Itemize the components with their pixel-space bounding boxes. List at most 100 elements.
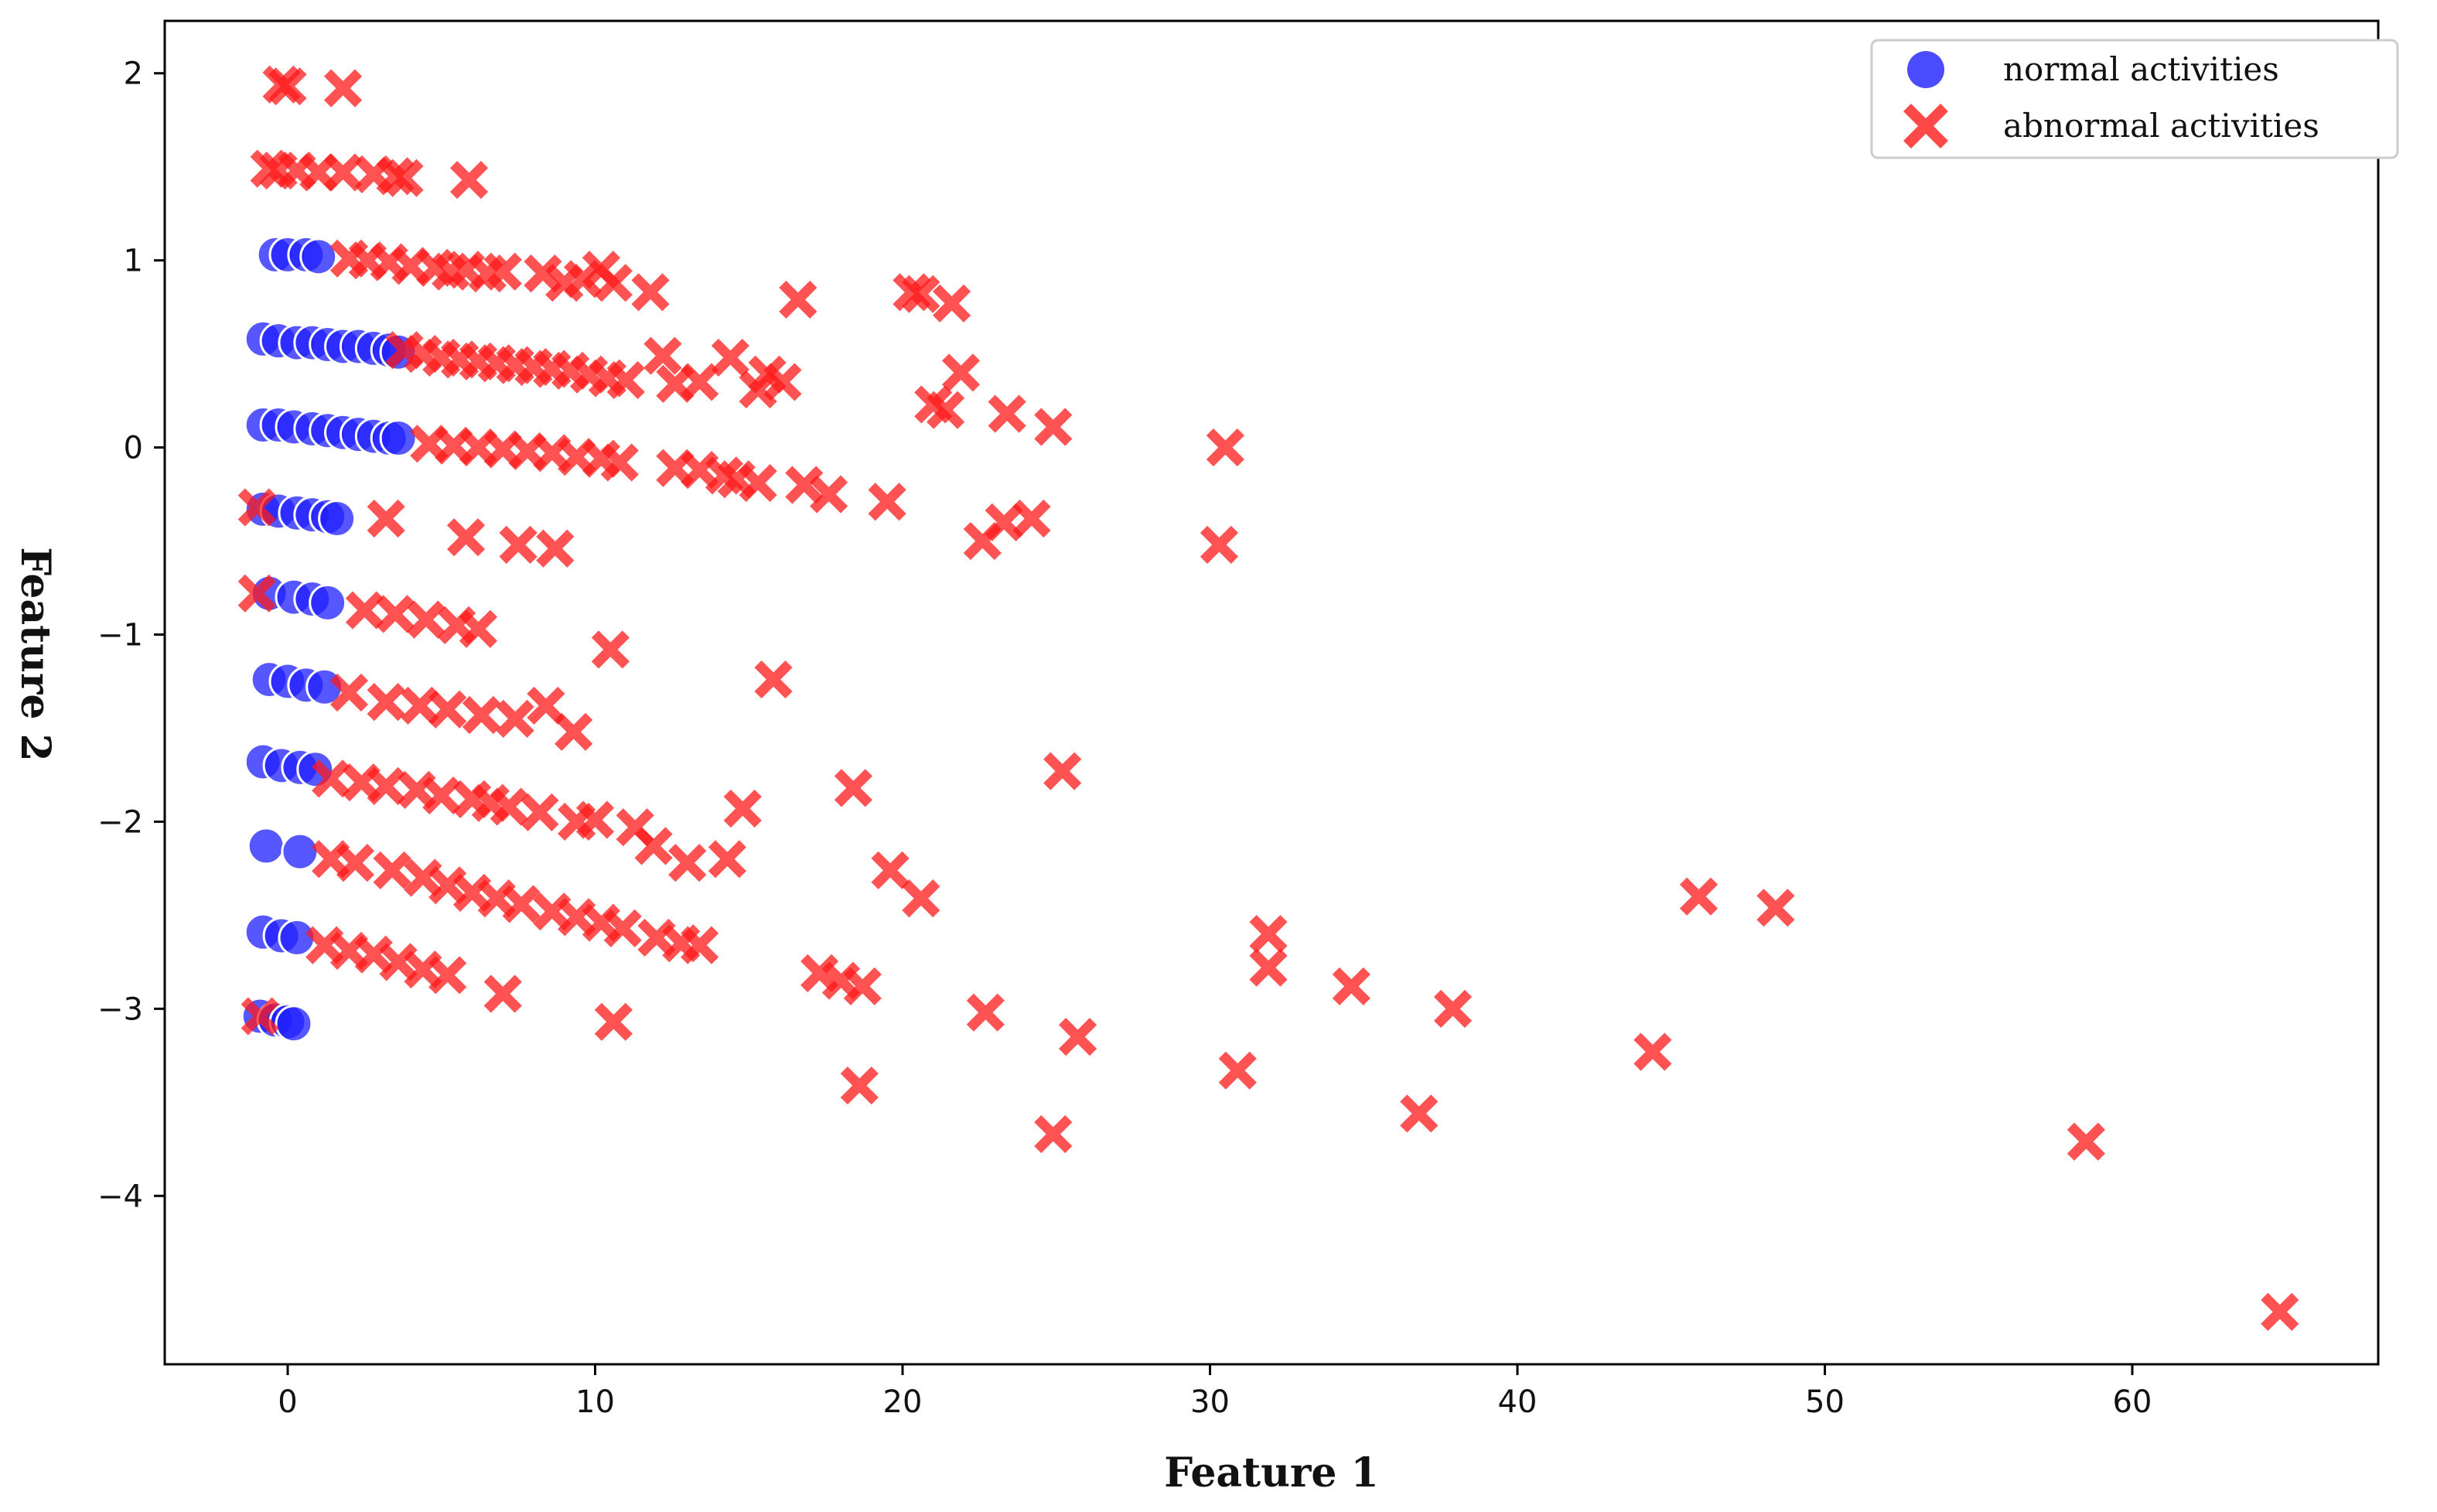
abnormal-point bbox=[449, 161, 489, 200]
abnormal-point bbox=[373, 851, 411, 889]
y-axis: 2 1 0 −1 −2 −3 −4 bbox=[97, 56, 165, 1214]
abnormal-point bbox=[496, 699, 534, 738]
abnormal-point bbox=[603, 909, 642, 947]
abnormal-point bbox=[490, 787, 528, 826]
abnormal-point bbox=[2261, 1292, 2299, 1331]
abnormal-point bbox=[524, 254, 562, 293]
abnormal-point bbox=[763, 363, 802, 401]
abnormal-point bbox=[376, 595, 415, 633]
abnormal-point bbox=[422, 776, 461, 815]
y-axis-title: Feature 2 bbox=[12, 547, 59, 761]
abnormal-point bbox=[2067, 1122, 2105, 1161]
x-tick-label: 20 bbox=[883, 1384, 923, 1420]
abnormal-point bbox=[681, 926, 719, 964]
abnormal-point bbox=[927, 391, 965, 429]
x-tick-label: 0 bbox=[278, 1384, 297, 1420]
normal-point bbox=[275, 1005, 313, 1043]
legend-marker-normal bbox=[1907, 51, 1944, 88]
abnormal-point bbox=[1206, 428, 1244, 467]
abnormal-point bbox=[631, 273, 670, 312]
abnormal-point bbox=[379, 943, 418, 981]
abnormal-point bbox=[594, 264, 633, 302]
abnormal-point bbox=[1756, 889, 1795, 927]
abnormal-point bbox=[237, 488, 276, 527]
abnormal-point bbox=[711, 338, 749, 377]
legend-box bbox=[1870, 39, 2399, 159]
abnormal-point bbox=[483, 974, 522, 1013]
abnormal-point bbox=[241, 997, 279, 1036]
abnormal-point bbox=[902, 275, 940, 313]
x-axis: 0 10 20 30 40 50 60 bbox=[278, 1364, 2152, 1420]
abnormal-point bbox=[643, 336, 682, 375]
abnormal-point bbox=[483, 252, 522, 291]
abnormal-point bbox=[401, 686, 439, 725]
normal-point bbox=[379, 418, 418, 457]
abnormal-point bbox=[1034, 408, 1073, 446]
abnormal-point bbox=[323, 153, 363, 192]
abnormal-point bbox=[385, 159, 424, 197]
abnormal-point bbox=[708, 840, 747, 879]
abnormal-point bbox=[634, 827, 673, 865]
abnormal-point bbox=[407, 600, 445, 639]
abnormal-point bbox=[941, 353, 981, 392]
y-tick-label: −3 bbox=[97, 992, 143, 1027]
abnormal-point bbox=[428, 956, 467, 995]
abnormal-point bbox=[1332, 967, 1370, 1005]
abnormal-point bbox=[459, 609, 498, 648]
y-tick-label: 0 bbox=[124, 431, 143, 466]
legend-marker-abnormal bbox=[1903, 104, 1948, 148]
abnormal-point bbox=[868, 483, 906, 521]
normal-point bbox=[278, 918, 316, 957]
abnormal-point bbox=[1249, 948, 1288, 987]
abnormal-point bbox=[902, 879, 940, 918]
abnormal-point bbox=[446, 518, 486, 557]
abnormal-point bbox=[985, 503, 1023, 541]
abnormal-point bbox=[268, 67, 307, 106]
abnormal-point bbox=[739, 463, 777, 503]
y-tick-label: 1 bbox=[124, 244, 143, 279]
abnormal-point bbox=[681, 363, 719, 401]
abnormal-point bbox=[367, 766, 405, 806]
normal-point bbox=[281, 832, 319, 871]
abnormal-point bbox=[1679, 877, 1719, 916]
abnormal-point bbox=[1218, 1051, 1257, 1090]
x-tick-label: 30 bbox=[1190, 1384, 1230, 1420]
abnormal-point bbox=[754, 660, 793, 699]
abnormal-point bbox=[536, 529, 575, 568]
abnormal-point bbox=[594, 1002, 633, 1041]
abnormal-point bbox=[329, 673, 369, 712]
abnormal-point bbox=[843, 967, 882, 1005]
legend-label-abnormal: abnormal activities bbox=[2003, 107, 2319, 145]
abnormal-point bbox=[376, 157, 415, 196]
abnormal-point bbox=[502, 885, 541, 923]
x-tick-label: 60 bbox=[2113, 1384, 2152, 1420]
abnormal-point bbox=[555, 712, 593, 751]
abnormal-point bbox=[499, 525, 538, 564]
abnormal-point bbox=[367, 682, 405, 722]
abnormal-point bbox=[354, 935, 393, 974]
abnormal-point bbox=[810, 475, 848, 514]
abnormal-point bbox=[606, 360, 645, 400]
x-tick-label: 10 bbox=[575, 1384, 615, 1420]
abnormal-point bbox=[575, 800, 615, 839]
abnormal-point bbox=[933, 284, 971, 323]
abnormal-point bbox=[779, 280, 817, 319]
abnormal-point bbox=[1249, 914, 1288, 954]
normal-point bbox=[309, 583, 347, 622]
abnormal-point bbox=[1058, 1018, 1097, 1056]
abnormal-point bbox=[323, 69, 363, 108]
abnormal-point bbox=[591, 630, 630, 669]
y-tick-label: 2 bbox=[124, 56, 143, 92]
abnormal-point bbox=[564, 260, 602, 299]
abnormal-point bbox=[1400, 1094, 1439, 1133]
legend: normal activities abnormal activities bbox=[1870, 39, 2399, 159]
abnormal-point bbox=[668, 844, 707, 882]
normal-point bbox=[318, 500, 357, 538]
normal-point bbox=[299, 237, 338, 276]
abnormal-point bbox=[600, 443, 639, 482]
abnormal-point bbox=[1043, 752, 1082, 790]
y-tick-label: −4 bbox=[97, 1179, 143, 1214]
abnormal-point bbox=[521, 793, 559, 831]
